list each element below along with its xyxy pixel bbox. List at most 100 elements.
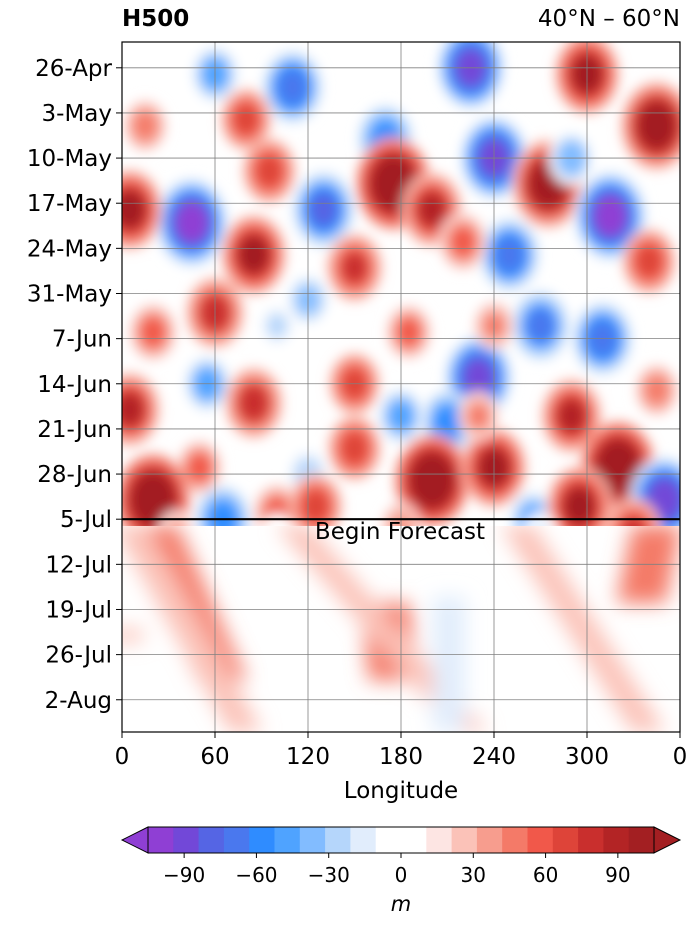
anomaly-blob (220, 88, 272, 151)
anomaly-ring (175, 202, 209, 243)
colorbar-tick-label: 30 (461, 863, 486, 887)
colorbar-segment (148, 827, 174, 853)
anomaly-blob (541, 379, 602, 453)
anomaly-ring (169, 522, 183, 526)
anomaly-blob (326, 233, 383, 302)
axes: Begin Forecast 0 60 120 180 240 300 0 Longitude 2… (27, 41, 688, 804)
anomaly-ring (142, 318, 164, 346)
colorbar-segment (223, 827, 250, 853)
chart-region-label: 40°N – 60°N (537, 6, 680, 32)
anomaly-ring (398, 319, 420, 345)
anomaly-ring (240, 387, 267, 420)
anomaly-blob (224, 367, 283, 439)
colorbar-tick-label: −30 (308, 863, 350, 887)
anomaly-blob (436, 42, 505, 110)
anomaly-blob (128, 302, 178, 362)
colorbar-extend-min (120, 826, 149, 854)
colorbar-segment (502, 827, 528, 853)
y-tick-label: 2-Aug (45, 688, 112, 714)
anomaly-blob (438, 212, 488, 272)
anomaly-ring (309, 192, 338, 228)
anomaly-ring (646, 378, 667, 403)
colorbar-segment (527, 827, 554, 853)
anomaly-blob (635, 364, 679, 417)
x-tick-label: 0 (673, 744, 688, 770)
anomaly-ring (210, 503, 236, 526)
anomaly-blob (155, 177, 228, 268)
begin-forecast-label: Begin Forecast (315, 519, 485, 545)
colorbar: −90 −60 −30 0 30 60 90 m (120, 826, 682, 916)
colorbar-segment (603, 827, 630, 853)
colorbar-segment (325, 827, 351, 853)
y-tick-label: 28-Jun (37, 462, 112, 488)
colorbar-segment (350, 827, 377, 853)
anomaly-blob (394, 434, 470, 526)
anomaly-ring (557, 399, 586, 433)
colorbar-segment (552, 827, 579, 853)
colorbar-segment (173, 827, 200, 853)
anomaly-blob (385, 304, 432, 360)
anomaly-ring (435, 407, 460, 438)
forecast-band (122, 526, 263, 732)
colorbar-segment (628, 827, 655, 853)
y-tick-label: 26-Apr (35, 56, 112, 82)
anomaly-blob (574, 171, 647, 261)
anomaly-ring (269, 521, 285, 526)
colorbar-segment (578, 827, 604, 853)
x-tick-label: 0 (115, 744, 130, 770)
x-tick-label: 300 (565, 744, 609, 770)
anomaly-ring (135, 113, 156, 138)
anomaly-ring (342, 433, 367, 463)
anomaly-blob (355, 137, 431, 231)
chart-title: H500 (122, 6, 190, 32)
colorbar-tick-label: −60 (235, 863, 277, 887)
anomaly-ring (136, 478, 170, 521)
anomaly-ring (268, 315, 286, 337)
colorbar-extend-max (653, 826, 682, 854)
y-tick-label: 31-May (27, 281, 112, 307)
colorbar-tick-label: 0 (395, 863, 408, 887)
colorbar-tick-label: 60 (533, 863, 558, 887)
y-tick-label: 14-Jun (37, 372, 112, 398)
anomaly-ring (640, 105, 674, 147)
anomaly-ring (495, 238, 524, 272)
x-axis-label: Longitude (344, 778, 458, 804)
colorbar-unit-label: m (391, 892, 411, 916)
x-tick-label: 120 (286, 744, 330, 770)
anomaly-ring (278, 70, 307, 104)
anomaly-ring (469, 404, 488, 428)
anomaly-blob (262, 50, 323, 125)
anomaly-ring (376, 162, 411, 205)
x-tick-label: 180 (379, 744, 423, 770)
anomaly-blob (620, 81, 680, 171)
anomaly-blob (286, 273, 330, 327)
forecast-band (501, 526, 666, 732)
colorbar-segment (426, 827, 453, 853)
anomaly-blob (458, 391, 499, 441)
colorbar-segment (299, 827, 326, 853)
anomaly-blob (546, 466, 612, 526)
anomaly-blob (327, 415, 382, 481)
anomaly-blob (122, 372, 160, 447)
anomaly-blob (242, 138, 296, 204)
anomaly-ring (341, 252, 368, 284)
colorbar-segment (451, 827, 478, 853)
anomaly-ring (257, 156, 282, 186)
anomaly-blob (122, 453, 191, 526)
colorbar-segment (274, 827, 301, 853)
x-tick-label: 240 (472, 744, 516, 770)
anomaly-blob (511, 290, 570, 362)
x-tick-label: 60 (200, 744, 229, 770)
anomaly-ring (122, 392, 144, 427)
y-tick-label: 3-May (42, 101, 112, 127)
y-tick-label: 12-Jul (45, 552, 112, 578)
y-tick-label: 7-Jun (52, 327, 112, 353)
anomaly-ring (636, 246, 662, 276)
colorbar-segment (198, 827, 225, 853)
colorbar-segment (249, 827, 275, 853)
y-tick-label: 19-Jul (45, 597, 112, 623)
colorbar-tick-label: −90 (163, 863, 205, 887)
anomaly-ring (601, 446, 635, 489)
y-tick-label: 21-Jun (37, 417, 112, 443)
